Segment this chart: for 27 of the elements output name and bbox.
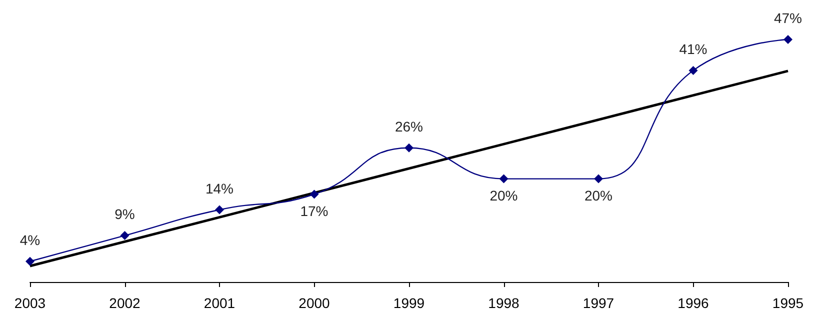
point — [215, 205, 224, 214]
x-tick-label: 1995 — [772, 295, 804, 311]
point — [784, 34, 792, 44]
x-tick-label: 2000 — [298, 295, 330, 311]
data-label: 20% — [490, 187, 518, 204]
point — [688, 66, 698, 75]
x-tick-label: 1997 — [582, 295, 614, 311]
point — [499, 174, 508, 184]
x-tick-label: 1996 — [678, 295, 710, 311]
data-label: 41% — [679, 40, 708, 57]
data-label: 26% — [394, 118, 424, 134]
x-tick-label: 2002 — [109, 295, 141, 311]
x-tick-label: 1999 — [393, 295, 425, 311]
x-tick-label: 2001 — [204, 295, 236, 311]
point — [310, 190, 319, 199]
data-label: 17% — [300, 202, 328, 219]
data-label: 47% — [774, 10, 802, 26]
point — [120, 231, 130, 240]
x-tick-label: 2003 — [14, 295, 46, 311]
data-label: 4% — [20, 232, 40, 248]
point — [404, 143, 414, 152]
data-label: 9% — [114, 206, 135, 222]
data-label: 14% — [205, 180, 234, 196]
x-tick-label: 1998 — [488, 295, 520, 311]
data-label: 20% — [584, 187, 613, 204]
point — [594, 174, 603, 184]
point — [26, 256, 34, 266]
